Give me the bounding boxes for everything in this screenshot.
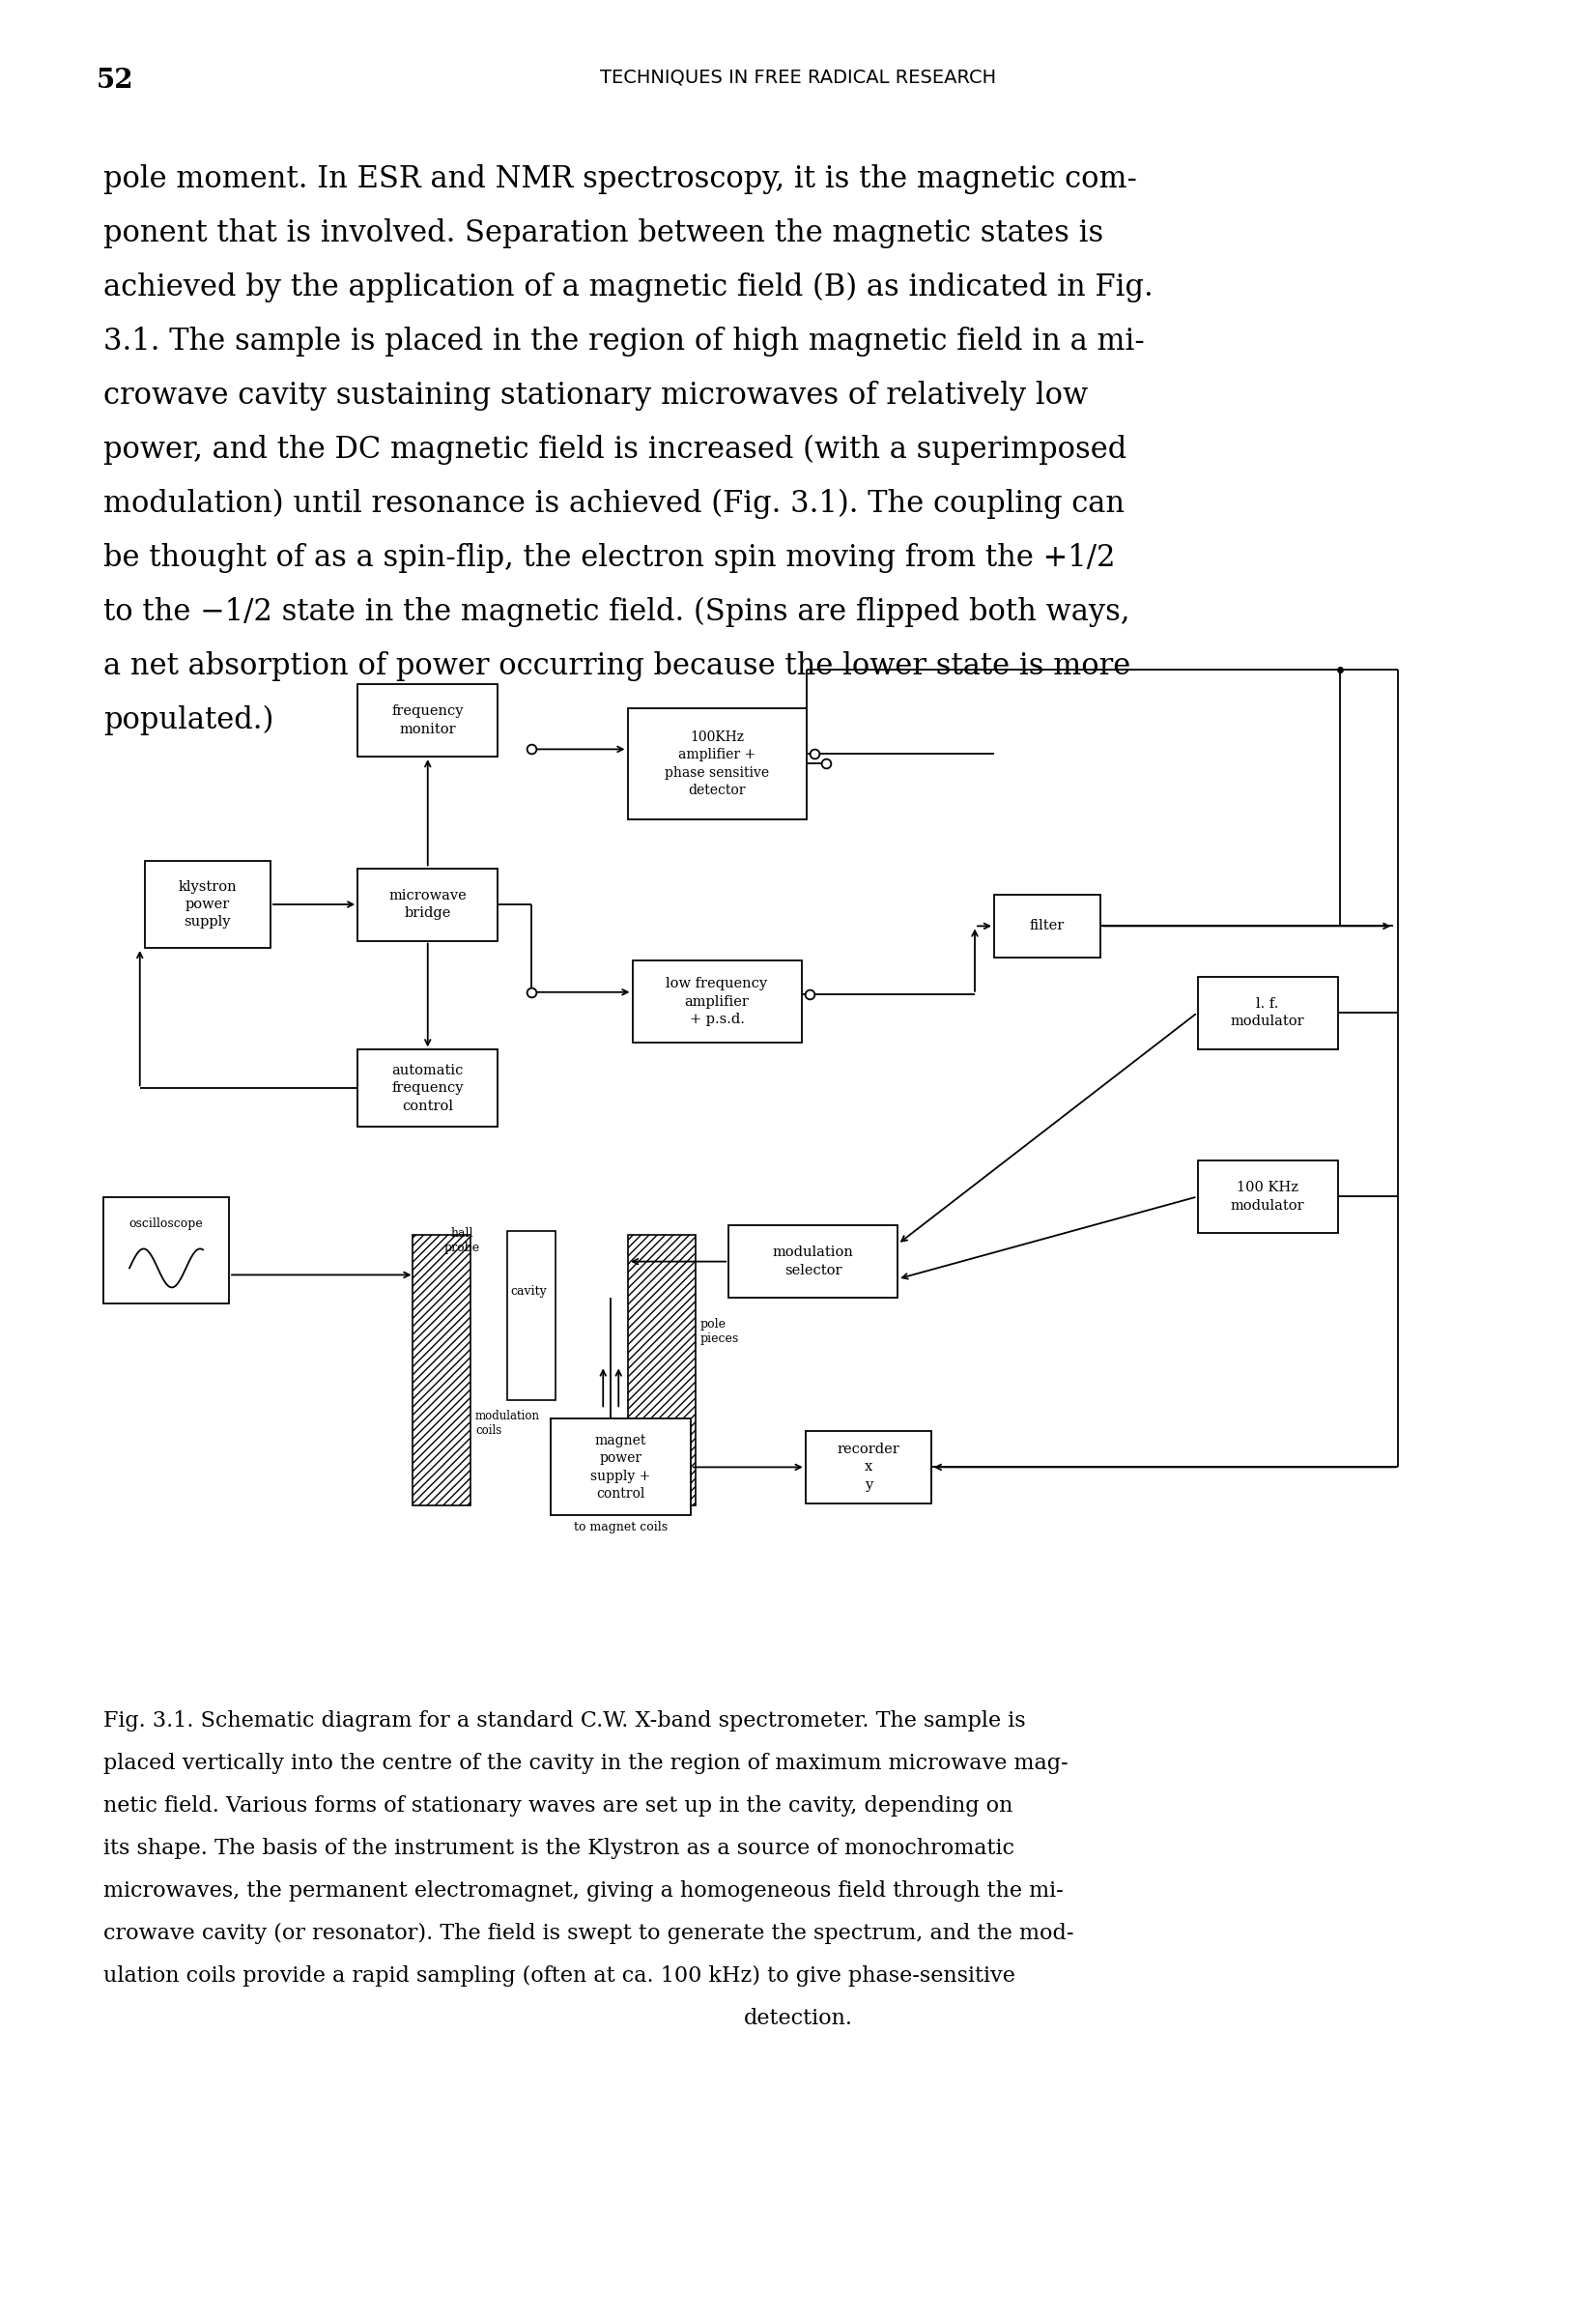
Text: ulation coils provide a rapid sampling (often at ca. 100 kHz) to give phase-sens: ulation coils provide a rapid sampling (… <box>104 1967 1015 1987</box>
Text: 100KHz
amplifier +
phase sensitive
detector: 100KHz amplifier + phase sensitive detec… <box>664 730 769 798</box>
Text: its shape. The basis of the instrument is the Klystron as a source of monochroma: its shape. The basis of the instrument i… <box>104 1837 1015 1860</box>
Text: populated.): populated.) <box>104 705 275 735</box>
Bar <box>627 707 806 819</box>
Text: crowave cavity sustaining stationary microwaves of relatively low: crowave cavity sustaining stationary mic… <box>104 380 1088 410</box>
Text: be thought of as a spin-flip, the electron spin moving from the +1/2: be thought of as a spin-flip, the electr… <box>104 543 1116 573</box>
Text: recorder
x
y: recorder x y <box>836 1442 900 1491</box>
Text: microwave
bridge: microwave bridge <box>389 888 466 921</box>
Text: low frequency
amplifier
+ p.s.d.: low frequency amplifier + p.s.d. <box>666 976 768 1027</box>
Bar <box>508 1231 555 1401</box>
Text: to magnet coils: to magnet coils <box>573 1521 667 1533</box>
Bar <box>806 1431 930 1503</box>
Text: microwaves, the permanent electromagnet, giving a homogeneous field through the : microwaves, the permanent electromagnet,… <box>104 1881 1063 1902</box>
Bar <box>632 960 801 1044</box>
Text: modulation
coils: modulation coils <box>476 1410 539 1435</box>
Text: filter: filter <box>1029 918 1065 932</box>
Text: oscilloscope: oscilloscope <box>129 1217 203 1229</box>
Bar <box>1197 1160 1337 1234</box>
Text: 52: 52 <box>97 67 134 93</box>
Text: to the −1/2 state in the magnetic field. (Spins are flipped both ways,: to the −1/2 state in the magnetic field.… <box>104 596 1130 628</box>
Bar <box>358 1051 498 1127</box>
Bar <box>358 867 498 942</box>
Text: modulation) until resonance is achieved (Fig. 3.1). The coupling can: modulation) until resonance is achieved … <box>104 489 1125 519</box>
Text: pole
pieces: pole pieces <box>701 1317 739 1345</box>
Text: a net absorption of power occurring because the lower state is more: a net absorption of power occurring beca… <box>104 652 1130 682</box>
Text: klystron
power
supply: klystron power supply <box>179 879 236 930</box>
Text: hall
probe: hall probe <box>444 1227 480 1255</box>
Text: ponent that is involved. Separation between the magnetic states is: ponent that is involved. Separation betw… <box>104 218 1103 248</box>
Text: cavity: cavity <box>511 1285 547 1299</box>
Text: netic field. Various forms of stationary waves are set up in the cavity, dependi: netic field. Various forms of stationary… <box>104 1795 1013 1816</box>
Text: crowave cavity (or resonator). The field is swept to generate the spectrum, and : crowave cavity (or resonator). The field… <box>104 1922 1074 1943</box>
Text: frequency
monitor: frequency monitor <box>391 705 464 735</box>
Bar <box>358 684 498 756</box>
Text: pole moment. In ESR and NMR spectroscopy, it is the magnetic com-: pole moment. In ESR and NMR spectroscopy… <box>104 165 1136 195</box>
Bar <box>145 860 270 948</box>
Text: power, and the DC magnetic field is increased (with a superimposed: power, and the DC magnetic field is incr… <box>104 436 1127 466</box>
Text: 3.1. The sample is placed in the region of high magnetic field in a mi-: 3.1. The sample is placed in the region … <box>104 327 1144 357</box>
Text: l. f.
modulator: l. f. modulator <box>1231 997 1304 1027</box>
Text: placed vertically into the centre of the cavity in the region of maximum microwa: placed vertically into the centre of the… <box>104 1753 1068 1774</box>
Bar <box>551 1419 691 1517</box>
Bar <box>1197 976 1337 1048</box>
Bar <box>994 895 1100 958</box>
Text: modulation
selector: modulation selector <box>772 1245 854 1278</box>
Text: detection.: detection. <box>744 2008 852 2029</box>
Text: 100 KHz
modulator: 100 KHz modulator <box>1231 1180 1304 1213</box>
Text: Fig. 3.1. Schematic diagram for a standard C.W. X-band spectrometer. The sample : Fig. 3.1. Schematic diagram for a standa… <box>104 1711 1026 1732</box>
Text: TECHNIQUES IN FREE RADICAL RESEARCH: TECHNIQUES IN FREE RADICAL RESEARCH <box>600 67 996 86</box>
Bar <box>412 1234 471 1505</box>
Text: magnet
power
supply +
control: magnet power supply + control <box>591 1433 651 1500</box>
Bar <box>729 1224 897 1299</box>
Bar <box>104 1197 228 1303</box>
Text: automatic
frequency
control: automatic frequency control <box>391 1064 464 1113</box>
Bar <box>627 1234 696 1505</box>
Text: achieved by the application of a magnetic field (B) as indicated in Fig.: achieved by the application of a magneti… <box>104 271 1154 304</box>
